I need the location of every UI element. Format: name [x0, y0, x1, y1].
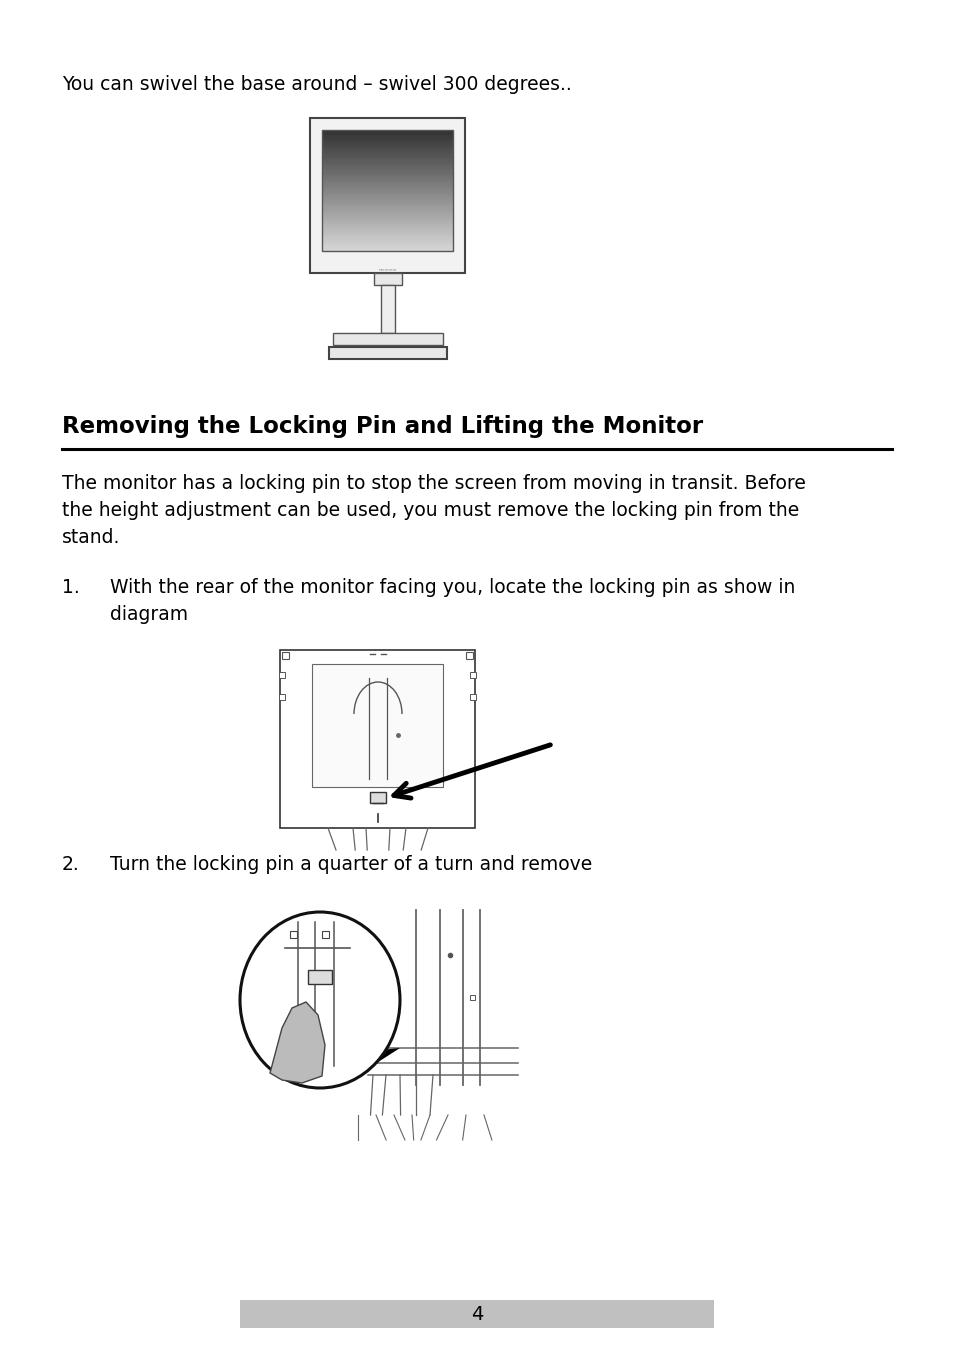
Bar [374, 273, 401, 285]
Bar [322, 135, 453, 138]
Bar [322, 154, 453, 157]
Bar [322, 932, 329, 938]
Bar [322, 195, 453, 197]
Bar [322, 139, 453, 142]
Bar [290, 932, 296, 938]
Bar [322, 130, 453, 132]
Bar [322, 243, 453, 246]
Bar [322, 200, 453, 203]
Bar [322, 142, 453, 145]
Text: nnnnnnn: nnnnnnn [378, 268, 396, 272]
Bar [322, 173, 453, 176]
Text: Removing the Locking Pin and Lifting the Monitor: Removing the Locking Pin and Lifting the… [62, 415, 702, 438]
Bar [240, 1301, 713, 1328]
Polygon shape [270, 1002, 325, 1083]
Bar [282, 652, 289, 658]
Polygon shape [332, 1048, 399, 1080]
Bar [322, 237, 453, 239]
Bar [322, 147, 453, 149]
Bar [322, 210, 453, 212]
Bar [322, 207, 453, 210]
Bar [322, 172, 453, 173]
Text: Turn the locking pin a quarter of a turn and remove: Turn the locking pin a quarter of a turn… [110, 854, 592, 873]
Bar [322, 241, 453, 243]
Text: With the rear of the monitor facing you, locate the locking pin as show in
diagr: With the rear of the monitor facing you,… [110, 579, 795, 625]
Bar [322, 193, 453, 195]
Text: 1.: 1. [62, 579, 80, 598]
Bar [470, 672, 476, 677]
Text: 2.: 2. [62, 854, 80, 873]
Bar [322, 249, 453, 251]
Bar [322, 191, 453, 193]
Bar [466, 652, 473, 658]
Bar [322, 188, 453, 191]
Bar [279, 694, 285, 700]
Bar [322, 132, 453, 135]
Bar [310, 118, 465, 273]
Bar [322, 184, 453, 185]
Ellipse shape [240, 913, 399, 1088]
Bar [322, 176, 453, 178]
Bar [370, 792, 386, 803]
Bar [322, 224, 453, 227]
Bar [322, 164, 453, 166]
Bar [322, 206, 453, 207]
Bar [322, 215, 453, 218]
Bar [380, 285, 395, 333]
Bar [322, 181, 453, 184]
Bar [279, 672, 285, 677]
Bar [322, 130, 453, 251]
Bar [322, 230, 453, 231]
Bar [322, 160, 453, 161]
Bar [322, 239, 453, 241]
Bar [322, 231, 453, 234]
Bar [322, 185, 453, 188]
Bar [470, 694, 476, 700]
Bar [322, 151, 453, 154]
Bar [322, 138, 453, 139]
Bar [329, 347, 447, 360]
Bar [322, 145, 453, 147]
Bar [322, 234, 453, 237]
Text: You can swivel the base around – swivel 300 degrees..: You can swivel the base around – swivel … [62, 74, 571, 95]
Bar [470, 995, 475, 1000]
Bar [322, 149, 453, 151]
Bar [280, 650, 475, 827]
Text: The monitor has a locking pin to stop the screen from moving in transit. Before
: The monitor has a locking pin to stop th… [62, 475, 805, 548]
Bar [322, 212, 453, 215]
Bar [322, 157, 453, 160]
Bar [322, 161, 453, 164]
Bar [322, 218, 453, 219]
Bar [308, 969, 332, 984]
Bar [322, 178, 453, 181]
Bar [313, 664, 443, 787]
Text: 4: 4 [471, 1305, 482, 1324]
Bar [333, 333, 442, 345]
Bar [322, 222, 453, 224]
Bar [322, 203, 453, 206]
Bar [322, 169, 453, 172]
Bar [322, 246, 453, 249]
Bar [322, 219, 453, 222]
Bar [322, 227, 453, 230]
Bar [322, 166, 453, 169]
Bar [322, 197, 453, 200]
